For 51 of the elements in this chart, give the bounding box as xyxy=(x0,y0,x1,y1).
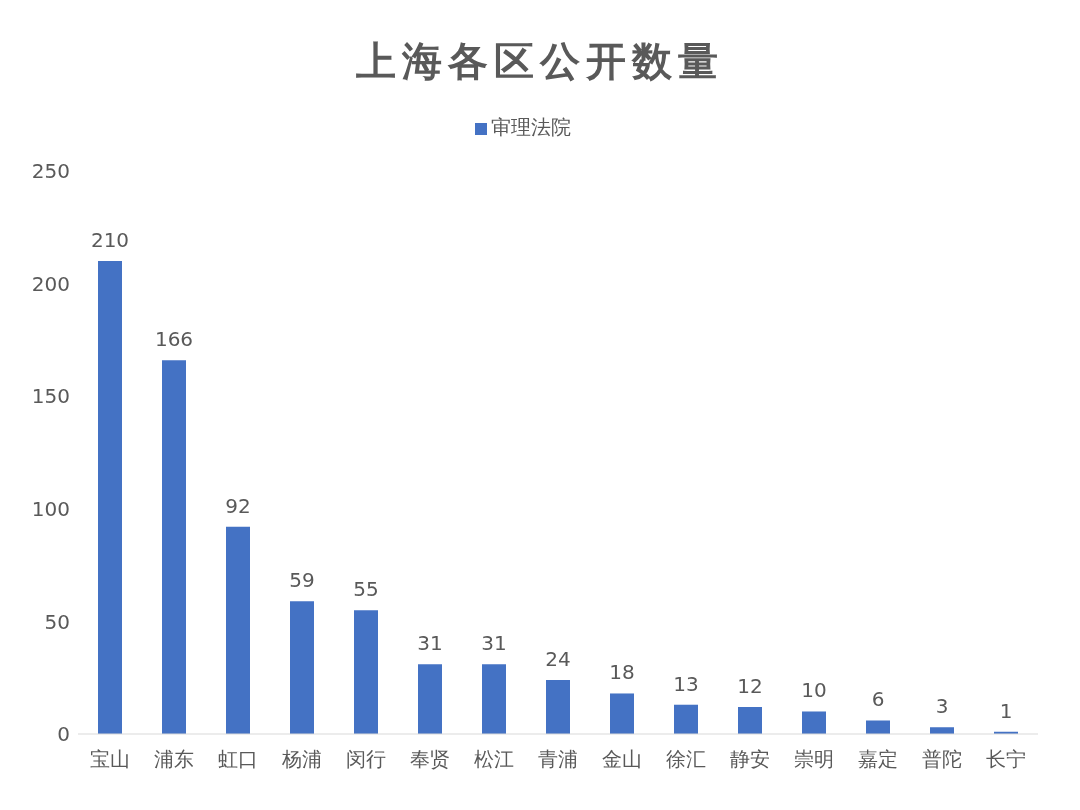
bar xyxy=(162,360,186,734)
x-tick-label: 杨浦 xyxy=(281,747,322,772)
bar xyxy=(802,711,826,734)
y-tick-label: 200 xyxy=(31,271,70,296)
data-label: 3 xyxy=(935,694,949,719)
data-label: 10 xyxy=(801,678,827,703)
x-tick-label: 宝山 xyxy=(90,747,130,772)
bar xyxy=(98,261,122,734)
bar xyxy=(418,664,442,734)
data-label: 166 xyxy=(154,327,194,352)
data-label: 6 xyxy=(871,687,885,712)
data-label: 24 xyxy=(545,646,571,671)
data-label: 31 xyxy=(417,631,443,656)
data-label: 55 xyxy=(353,577,379,602)
x-tick-label: 静安 xyxy=(730,747,770,772)
x-tick-label: 闵行 xyxy=(346,747,386,772)
legend-label: 审理法院 xyxy=(491,115,571,139)
data-label: 13 xyxy=(673,671,699,696)
data-label: 210 xyxy=(90,228,130,253)
x-tick-label: 浦东 xyxy=(154,747,194,772)
x-tick-label: 崇明 xyxy=(794,747,834,772)
x-tick-label: 青浦 xyxy=(538,747,578,772)
bar xyxy=(610,693,634,734)
y-tick-label: 150 xyxy=(31,384,70,409)
y-tick-label: 100 xyxy=(31,496,70,521)
x-tick-label: 徐汇 xyxy=(666,747,706,772)
data-label: 18 xyxy=(609,660,635,685)
y-tick-label: 0 xyxy=(57,722,70,747)
bar xyxy=(226,526,250,734)
x-tick-label: 嘉定 xyxy=(858,747,898,772)
x-tick-label: 普陀 xyxy=(922,747,962,772)
data-label: 1 xyxy=(999,698,1013,723)
data-label: 59 xyxy=(289,568,315,593)
x-tick-label: 松江 xyxy=(474,747,514,772)
bar xyxy=(290,601,314,734)
x-tick-label: 金山 xyxy=(602,747,642,772)
bar xyxy=(354,610,378,734)
chart-title: 上海各区公开数量 xyxy=(355,37,725,86)
data-label: 12 xyxy=(737,673,763,698)
bar xyxy=(482,664,506,734)
bar xyxy=(866,720,890,734)
y-tick-label: 50 xyxy=(44,609,70,634)
bar xyxy=(674,704,698,734)
bar xyxy=(546,679,570,734)
data-label: 92 xyxy=(225,493,251,518)
bar xyxy=(738,706,762,734)
x-tick-label: 奉贤 xyxy=(410,747,450,772)
y-tick-label: 250 xyxy=(31,159,70,184)
data-label: 31 xyxy=(481,631,507,656)
x-tick-label: 虹口 xyxy=(218,747,258,772)
x-tick-label: 长宁 xyxy=(986,747,1026,772)
